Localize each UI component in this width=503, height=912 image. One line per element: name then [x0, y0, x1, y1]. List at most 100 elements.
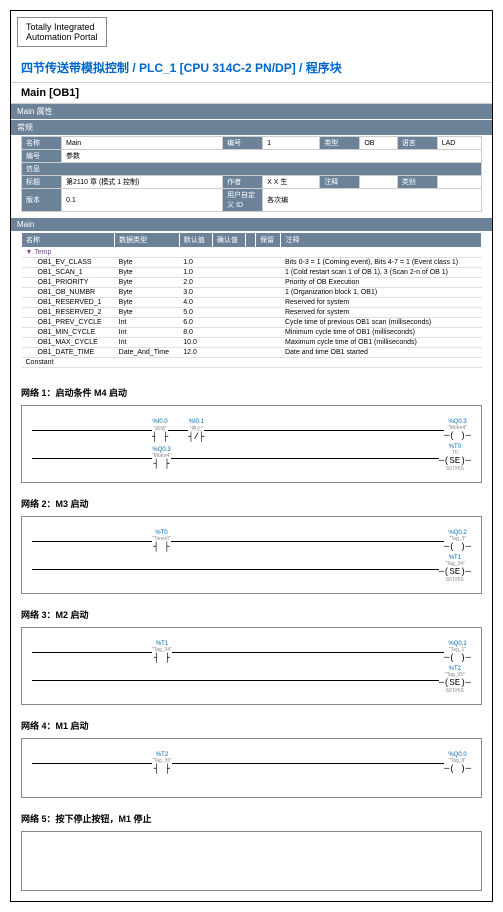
table-row: OB1_DATE_TIMEDate_And_Time12.0 Date and t… [22, 348, 482, 358]
network-box: %T0"Timer0"┤ ├%Q0.2"Tag_3"─( )─%T1"Tag_3… [21, 516, 482, 594]
prop-label: 编号 [223, 137, 263, 150]
table-row: OB1_OB_NUMBRByte3.0 1 (Organization block… [22, 288, 482, 298]
var-default: 12.0 [179, 348, 212, 358]
var-type: Date_And_Time [115, 348, 180, 358]
network-title: 网络 5：按下停止按钮，M1 停止 [11, 808, 492, 829]
ladder-rung: %T2"Tag_35"─(SE)─S5T#5S [32, 666, 471, 694]
ladder-rung: %I0.0"启动"┤ ├ %I0.1"停止"┤/├ %Q0.3"Motor4"─( … [32, 416, 471, 444]
column-header: 默认值 [179, 233, 212, 248]
prop-value: X X 生 [263, 176, 320, 189]
coil: %Q0.3"Motor4"─( )─ [444, 419, 471, 441]
network-box [21, 831, 482, 891]
var-default: 1.0 [179, 268, 212, 278]
var-default: 8.0 [179, 328, 212, 338]
var-type: Byte [115, 268, 180, 278]
prop-value: LAD [437, 137, 481, 150]
prop-label: 信息 [22, 163, 482, 176]
network-box: %T2"Tag_35"┤ ├%Q0.0"Tag_8"─( )─ [21, 738, 482, 798]
prop-value: 各次编 [263, 189, 482, 212]
var-comment: Reserved for system [281, 298, 482, 308]
var-comment: Bits 0-3 = 1 (Coming event), Bits 4-7 = … [281, 258, 482, 268]
table-row: OB1_MIN_CYCLEInt8.0 Minimum cycle time of… [22, 328, 482, 338]
page-subtitle: Main [OB1] [11, 83, 492, 104]
var-name: OB1_MAX_CYCLE [22, 338, 115, 348]
prop-value: 0.1 [62, 189, 223, 212]
var-name: OB1_PRIORITY [22, 278, 115, 288]
column-header: 名称 [22, 233, 115, 248]
properties-table: 名称 Main 编号 1 类型 OB 语言 LAD 编号 参数 信息 标题 第2… [21, 136, 482, 212]
coil: %T2"Tag_35"─(SE)─S5T#5S [439, 666, 471, 694]
prop-value [437, 176, 481, 189]
network-title: 网络 4：M1 启动 [11, 715, 492, 736]
table-row: OB1_SCAN_1Byte1.0 1 (Cold restart scan 1 … [22, 268, 482, 278]
var-name: OB1_OB_NUMBR [22, 288, 115, 298]
page-container: Totally Integrated Automation Portal 四节传… [10, 10, 493, 902]
prop-label: 类型 [320, 137, 360, 150]
var-comment: 1 (Organization block 1, OB1) [281, 288, 482, 298]
contact: %T2"Tag_35"┤ ├ [152, 752, 172, 774]
section-main: Main [11, 218, 492, 232]
var-comment: Reserved for system [281, 308, 482, 318]
column-header [246, 233, 256, 248]
var-default: 2.0 [179, 278, 212, 288]
network-box: %I0.0"启动"┤ ├ %I0.1"停止"┤/├ %Q0.3"Motor4"─( … [21, 405, 482, 483]
prop-value [360, 176, 397, 189]
var-name: OB1_EV_CLASS [22, 258, 115, 268]
ladder-rung: %Q0.3"Motor4"┤ ├%T0T0─(SE)─S5T#5S [32, 444, 471, 472]
table-row: OB1_PRIORITYByte2.0Priority of OB Execut… [22, 278, 482, 288]
var-name: OB1_SCAN_1 [22, 268, 115, 278]
table-row: OB1_RESERVED_1Byte4.0Reserved for system [22, 298, 482, 308]
prop-label: 名称 [22, 137, 62, 150]
var-comment: Date and time OB1 started [281, 348, 482, 358]
var-name: OB1_RESERVED_2 [22, 308, 115, 318]
prop-label: 版本 [22, 189, 62, 212]
coil: %T1"Tag_34"─(SE)─S5T#5S [439, 555, 471, 583]
column-header: 注释 [281, 233, 482, 248]
prop-label: 类别 [397, 176, 437, 189]
table-row: OB1_RESERVED_2Byte5.0 Reserved for system [22, 308, 482, 318]
var-comment: 1 (Cold restart scan 1 of OB 1), 3 (Scan… [281, 268, 482, 278]
header-label: Totally Integrated Automation Portal [17, 17, 107, 47]
contact: %I0.1"停止"┤/├ [188, 419, 204, 442]
var-comment: Minimum cycle time of OB1 (milliseconds) [281, 328, 482, 338]
contact: %T1"Tag_34"┤ ├ [152, 641, 172, 663]
prop-value: 参数 [62, 150, 482, 163]
page-title: 四节传送带模拟控制 / PLC_1 [CPU 314C-2 PN/DP] / 程… [11, 53, 492, 83]
variables-table: 名称数据类型默认值确认值保留注释 ▼ TempOB1_EV_CLASSByte1… [21, 232, 482, 368]
prop-label: 用户自定义 ID [223, 189, 263, 212]
var-name: OB1_DATE_TIME [22, 348, 115, 358]
var-default: 3.0 [179, 288, 212, 298]
var-type: Int [115, 328, 180, 338]
prop-value: 第2110 章 (模式 1 控制) [62, 176, 223, 189]
var-name: OB1_PREV_CYCLE [22, 318, 115, 328]
var-type: Int [115, 338, 180, 348]
var-name: OB1_MIN_CYCLE [22, 328, 115, 338]
prop-label: 标题 [22, 176, 62, 189]
var-type: Byte [115, 308, 180, 318]
prop-value: 1 [263, 137, 320, 150]
var-type: Byte [115, 258, 180, 268]
table-row: OB1_EV_CLASSByte1.0 Bits 0-3 = 1 (Coming … [22, 258, 482, 268]
ladder-rung: %T1"Tag_34"┤ ├%Q0.1"Tag_1"─( )─ [32, 638, 471, 666]
network-title: 网络 3：M2 启动 [11, 604, 492, 625]
var-default: 1.0 [179, 258, 212, 268]
ladder-rung: %T1"Tag_34"─(SE)─S5T#5S [32, 555, 471, 583]
contact: %Q0.3"Motor4"┤ ├ [152, 447, 171, 469]
networks-container: 网络 1：启动条件 M4 启动%I0.0"启动"┤ ├%I0.1"停止"┤/├%… [11, 382, 492, 891]
contact: %I0.0"启动"┤ ├ [152, 419, 168, 442]
prop-value: OB [360, 137, 397, 150]
var-comment: Maximum cycle time of OB1 (milliseconds) [281, 338, 482, 348]
ladder-rung: %T0"Timer0"┤ ├%Q0.2"Tag_3"─( )─ [32, 527, 471, 555]
var-default: 10.0 [179, 338, 212, 348]
var-default: 5.0 [179, 308, 212, 318]
table-row: OB1_MAX_CYCLEInt10.0 Maximum cycle time o… [22, 338, 482, 348]
var-comment: Cycle time of previous OB1 scan (millise… [281, 318, 482, 328]
column-header: 保留 [256, 233, 281, 248]
column-header: 确认值 [212, 233, 245, 248]
section-general: 常规 [11, 120, 492, 136]
prop-label: 编号 [22, 150, 62, 163]
ladder-rung: %T2"Tag_35"┤ ├%Q0.0"Tag_8"─( )─ [32, 749, 471, 777]
temp-row: ▼ Temp [22, 248, 482, 258]
var-type: Byte [115, 278, 180, 288]
var-type: Byte [115, 288, 180, 298]
